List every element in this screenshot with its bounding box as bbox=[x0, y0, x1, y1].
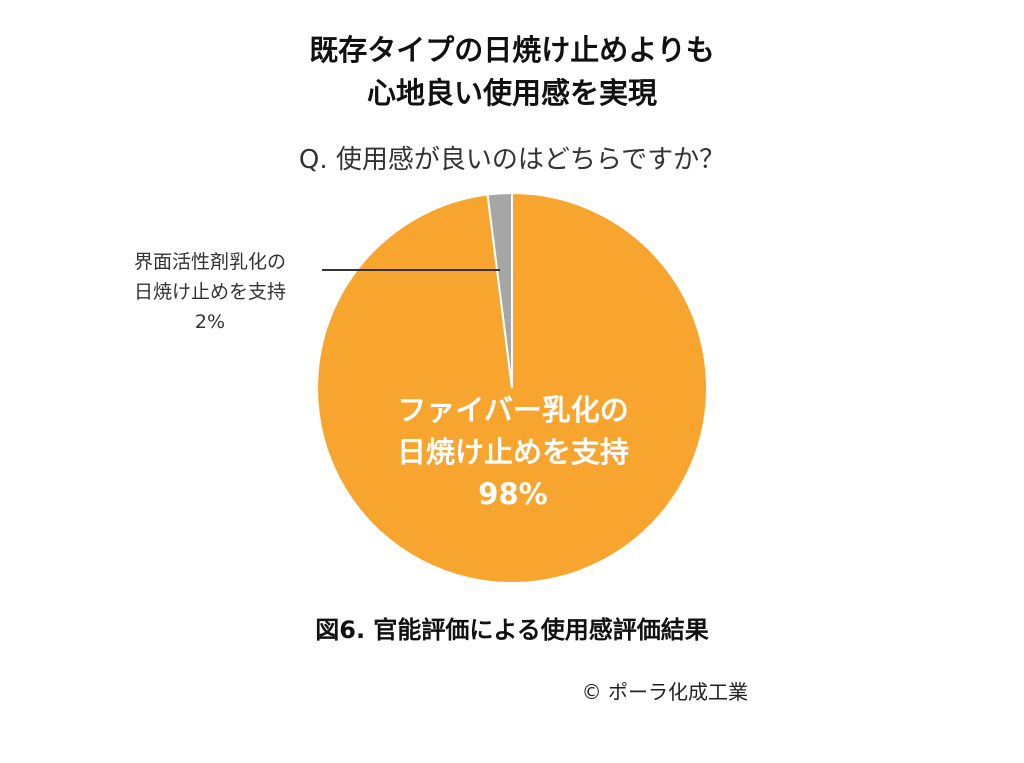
pie-slice-surfactant-emulsion bbox=[486, 191, 513, 389]
figure-caption: 図6. 官能評価による使用感評価結果 bbox=[315, 616, 709, 644]
major-slice-label-line-2: 日焼け止めを支持 bbox=[396, 435, 629, 469]
major-slice-label-line-1: ファイバー乳化の bbox=[397, 393, 629, 427]
chart-title-line-1: 既存タイプの日焼け止めよりも bbox=[309, 33, 715, 67]
minor-slice-label-line-1: 界面活性剤乳化の bbox=[133, 251, 286, 273]
copyright-credit: © ポーラ化成工業 bbox=[581, 680, 748, 704]
survey-question: Q. 使用感が良いのはどちらですか？ bbox=[298, 145, 726, 175]
chart-title-line-2: 心地良い使用感を実現 bbox=[366, 76, 657, 110]
minor-slice-label-line-2: 日焼け止めを支持 bbox=[133, 281, 286, 303]
minor-slice-value-label: 2% bbox=[194, 311, 226, 333]
major-slice-value-label: 98% bbox=[478, 477, 548, 511]
